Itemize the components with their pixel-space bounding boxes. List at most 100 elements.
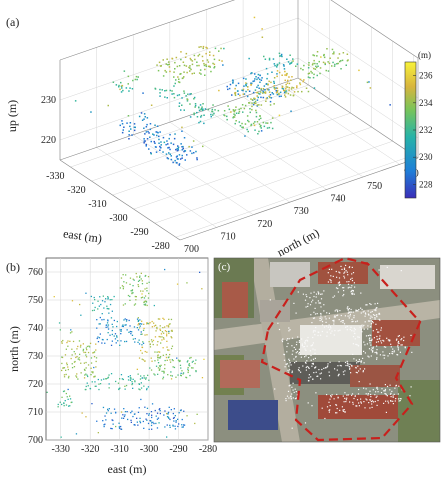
panel-a-point <box>292 87 295 89</box>
panel-b-frame <box>45 257 209 441</box>
panel-c-point <box>305 366 307 369</box>
panel-c-point <box>386 266 388 268</box>
panel-b-point <box>164 359 166 362</box>
panel-c-point <box>390 346 392 348</box>
panel-a-point <box>176 147 178 150</box>
panel-a-point <box>159 145 161 148</box>
panel-c-point <box>383 340 385 342</box>
panel-a-point <box>118 84 120 87</box>
panel-b-ytick: 730 <box>28 351 43 362</box>
panel-b-ytick: 700 <box>28 435 43 446</box>
panel-b-point <box>146 334 148 336</box>
panel-a-point <box>283 68 286 70</box>
panel-a-point <box>238 121 241 123</box>
panel-b-point <box>132 285 134 287</box>
panel-c-point <box>344 370 346 372</box>
panel-c-point <box>314 313 317 315</box>
panel-a-point <box>295 65 297 67</box>
panel-b-point <box>140 290 142 292</box>
panel-c-point <box>320 378 322 380</box>
panel-a-point <box>232 81 234 84</box>
panel-b-point <box>171 329 173 331</box>
panel-b-point <box>72 340 75 343</box>
panel-c-point <box>306 296 308 298</box>
panel-c-point <box>347 287 349 289</box>
panel-b-point <box>98 305 100 307</box>
panel-c-point <box>302 293 304 295</box>
panel-a-point <box>337 57 339 59</box>
panel-b-point <box>121 378 123 380</box>
panel-c-point <box>321 293 323 295</box>
panel-c-point <box>338 361 340 363</box>
panel-a-point <box>302 69 304 71</box>
panel-b-point <box>118 422 120 424</box>
panel-c-point <box>354 338 356 340</box>
panel-b-point <box>148 341 150 343</box>
panel-a-xtick: -310 <box>88 199 106 210</box>
panel-c-point <box>370 399 372 401</box>
panel-c-point <box>356 310 358 312</box>
panel-b-point <box>168 318 170 320</box>
panel-a-point <box>181 154 183 157</box>
panel-a-point <box>169 89 171 92</box>
panel-c-point <box>350 308 352 311</box>
panel-b-point <box>69 395 71 397</box>
panel-c-point <box>301 338 303 340</box>
panel-b-point <box>124 414 126 416</box>
panel-a-point <box>153 140 155 143</box>
panel-a-point <box>155 151 158 153</box>
panel-c-point <box>372 348 374 350</box>
panel-c-point <box>370 401 372 403</box>
panel-a-point <box>168 66 171 68</box>
panel-b-point <box>137 317 139 319</box>
panel-c-point <box>361 324 363 326</box>
panel-c-point <box>293 358 295 360</box>
panel-a-point <box>131 134 133 136</box>
panel-a-point <box>164 69 166 72</box>
panel-c-point <box>376 335 378 338</box>
panel-b-point <box>145 300 147 303</box>
panel-b-point <box>146 413 148 415</box>
panel-c-point <box>356 320 358 322</box>
panel-c-point <box>323 326 326 328</box>
panel-a-point <box>183 150 185 153</box>
panel-a-zlabel: up (m) <box>5 100 19 132</box>
panel-a-point <box>284 96 287 98</box>
panel-b-point <box>61 362 63 365</box>
panel-c-point <box>319 317 321 319</box>
panel-c-point <box>344 392 346 394</box>
panel-a-point <box>115 84 118 86</box>
panel-a-point <box>134 126 136 129</box>
panel-b-point <box>114 338 117 340</box>
panel-a-point <box>133 129 136 132</box>
panel-c-point <box>346 271 348 273</box>
panel-a-point <box>313 54 316 57</box>
panel-a-point <box>142 92 144 94</box>
panel-b-point <box>137 320 139 322</box>
panel-a-point <box>260 79 263 81</box>
panel-b-point <box>141 320 143 322</box>
panel-a-point <box>207 108 210 111</box>
panel-a-point <box>256 86 258 88</box>
panel-b-point <box>159 318 161 320</box>
panel-a-point <box>316 74 318 77</box>
panel-c-point <box>328 375 331 377</box>
panel-a-point <box>186 100 189 102</box>
panel-c-point <box>389 384 391 386</box>
panel-a-point <box>224 114 226 117</box>
panel-b-point <box>101 313 103 315</box>
panel-a-point <box>234 114 236 116</box>
panel-b-point <box>129 379 132 381</box>
panel-c-point <box>295 344 298 346</box>
aerial-building <box>270 262 310 287</box>
panel-b-point <box>136 421 138 423</box>
panel-a-point <box>135 75 138 78</box>
panel-a-point <box>168 63 170 66</box>
panel-c-point <box>385 394 387 396</box>
panel-a-point <box>213 58 216 61</box>
panel-b-point <box>187 371 189 374</box>
panel-b-point <box>175 420 177 422</box>
panel-c-point <box>343 287 345 289</box>
panel-c-point <box>378 269 380 271</box>
panel-c-point <box>358 381 360 383</box>
